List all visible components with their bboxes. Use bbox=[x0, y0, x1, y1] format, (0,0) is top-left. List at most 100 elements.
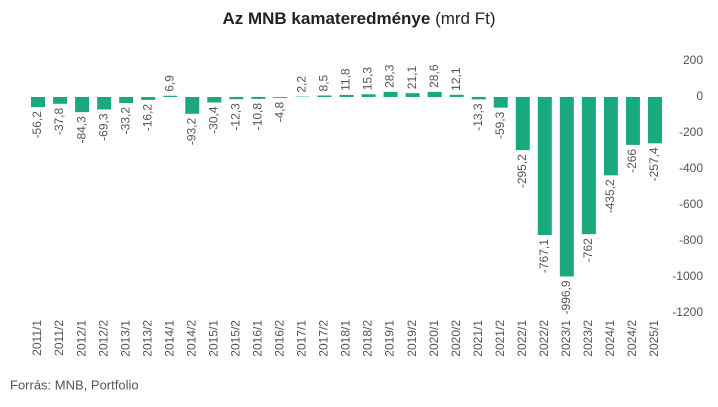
data-label: -435,2 bbox=[603, 179, 617, 213]
x-tick-label: 2015/1 bbox=[206, 320, 220, 357]
x-tick-label: 2017/2 bbox=[317, 320, 331, 357]
x-tick-label: 2011/1 bbox=[30, 320, 44, 356]
data-label: -59,3 bbox=[493, 111, 507, 139]
data-label: 11,8 bbox=[339, 68, 353, 91]
data-label: -16,2 bbox=[140, 104, 154, 132]
bar bbox=[31, 97, 46, 108]
data-label: -767,1 bbox=[537, 239, 551, 273]
x-tick-label: 2013/2 bbox=[140, 320, 154, 357]
chart-title: Az MNB kamateredménye bbox=[222, 9, 430, 28]
x-tick-label: 2014/2 bbox=[184, 320, 198, 357]
data-label: 15,3 bbox=[361, 67, 375, 91]
x-tick-label: 2022/2 bbox=[537, 320, 551, 357]
data-label: 12,1 bbox=[449, 67, 463, 91]
bar bbox=[207, 97, 222, 103]
data-label: -84,3 bbox=[74, 116, 88, 144]
data-label: -69,3 bbox=[96, 113, 110, 141]
x-tick-label: 2019/2 bbox=[405, 320, 419, 357]
x-tick-label: 2018/1 bbox=[339, 320, 353, 357]
bar bbox=[185, 97, 200, 114]
chart-title-unit: (mrd Ft) bbox=[435, 9, 495, 28]
data-label: -56,2 bbox=[30, 111, 44, 139]
bar bbox=[471, 97, 486, 100]
x-tick-label: 2020/2 bbox=[449, 320, 463, 357]
data-label: -12,3 bbox=[228, 103, 242, 131]
x-tick-label: 2013/1 bbox=[118, 320, 132, 357]
data-label: 8,5 bbox=[317, 74, 331, 91]
bar bbox=[141, 97, 156, 100]
bar bbox=[97, 97, 112, 110]
data-label: -295,2 bbox=[515, 154, 529, 188]
x-tick-label: 2022/1 bbox=[515, 320, 529, 357]
bar bbox=[163, 95, 178, 97]
data-label: -37,8 bbox=[52, 107, 66, 135]
x-tick-label: 2011/2 bbox=[52, 320, 66, 356]
x-tick-label: 2018/2 bbox=[361, 320, 375, 357]
bar bbox=[361, 94, 376, 97]
bar bbox=[515, 97, 530, 151]
data-label: -762 bbox=[581, 238, 595, 262]
x-tick-label: 2023/1 bbox=[559, 320, 573, 357]
y-tick-label: -800 bbox=[679, 233, 703, 247]
bar bbox=[229, 97, 244, 100]
x-tick-label: 2024/2 bbox=[625, 320, 639, 357]
x-tick-label: 2021/1 bbox=[471, 320, 485, 357]
bar bbox=[383, 91, 398, 97]
bar bbox=[339, 94, 354, 97]
x-tick-label: 2025/1 bbox=[647, 320, 661, 357]
bar bbox=[317, 95, 332, 97]
x-tick-label: 2016/2 bbox=[273, 320, 287, 357]
x-tick-label: 2012/1 bbox=[74, 320, 88, 357]
y-tick-label: -600 bbox=[679, 197, 703, 211]
data-label: -996,9 bbox=[559, 280, 573, 314]
y-tick-label: -1200 bbox=[672, 305, 703, 319]
data-label: -257,4 bbox=[647, 147, 661, 181]
x-tick-label: 2023/2 bbox=[581, 320, 595, 357]
x-tick-label: 2012/2 bbox=[96, 320, 110, 357]
source: Forrás: MNB, Portfolio bbox=[10, 377, 139, 392]
data-label: -266 bbox=[625, 149, 639, 173]
bar bbox=[119, 97, 134, 103]
bar bbox=[251, 97, 266, 99]
data-label: 28,6 bbox=[427, 64, 441, 88]
chart-title-group: Az MNB kamateredménye (mrd Ft) bbox=[222, 9, 495, 28]
x-tick-label: 2019/1 bbox=[383, 320, 397, 357]
data-label: 6,9 bbox=[162, 75, 176, 92]
data-label: -4,8 bbox=[273, 102, 287, 123]
data-label: 28,3 bbox=[383, 64, 397, 88]
x-tick-label: 2015/2 bbox=[228, 320, 242, 357]
data-label: -10,8 bbox=[251, 103, 265, 131]
bar bbox=[427, 91, 442, 97]
x-tick-label: 2020/1 bbox=[427, 320, 441, 357]
y-tick-label: 200 bbox=[683, 53, 703, 67]
data-label: -30,4 bbox=[206, 106, 220, 134]
y-tick-label: -200 bbox=[679, 125, 703, 139]
bar bbox=[449, 94, 464, 97]
bar bbox=[647, 97, 662, 144]
data-label: 21,1 bbox=[405, 66, 419, 90]
x-tick-label: 2024/1 bbox=[603, 320, 617, 357]
y-tick-label: 0 bbox=[696, 89, 703, 103]
x-tick-label: 2017/1 bbox=[295, 320, 309, 357]
bar bbox=[581, 97, 596, 235]
bar bbox=[75, 97, 90, 113]
data-label: 2,2 bbox=[295, 76, 309, 93]
x-tick-label: 2014/1 bbox=[162, 320, 176, 357]
y-tick-label: -1000 bbox=[672, 269, 703, 283]
x-tick-label: 2021/2 bbox=[493, 320, 507, 357]
x-tick-label: 2016/1 bbox=[251, 320, 265, 357]
bar bbox=[537, 97, 552, 236]
bar bbox=[603, 97, 618, 176]
data-label: -33,2 bbox=[118, 107, 132, 135]
bar bbox=[53, 97, 68, 104]
bar bbox=[405, 93, 420, 97]
data-label: -93,2 bbox=[184, 117, 198, 145]
bar bbox=[625, 97, 640, 145]
bar bbox=[559, 97, 574, 277]
bar bbox=[273, 97, 288, 98]
bar bbox=[493, 97, 508, 108]
data-label: -13,3 bbox=[471, 103, 485, 131]
y-tick-label: -400 bbox=[679, 161, 703, 175]
